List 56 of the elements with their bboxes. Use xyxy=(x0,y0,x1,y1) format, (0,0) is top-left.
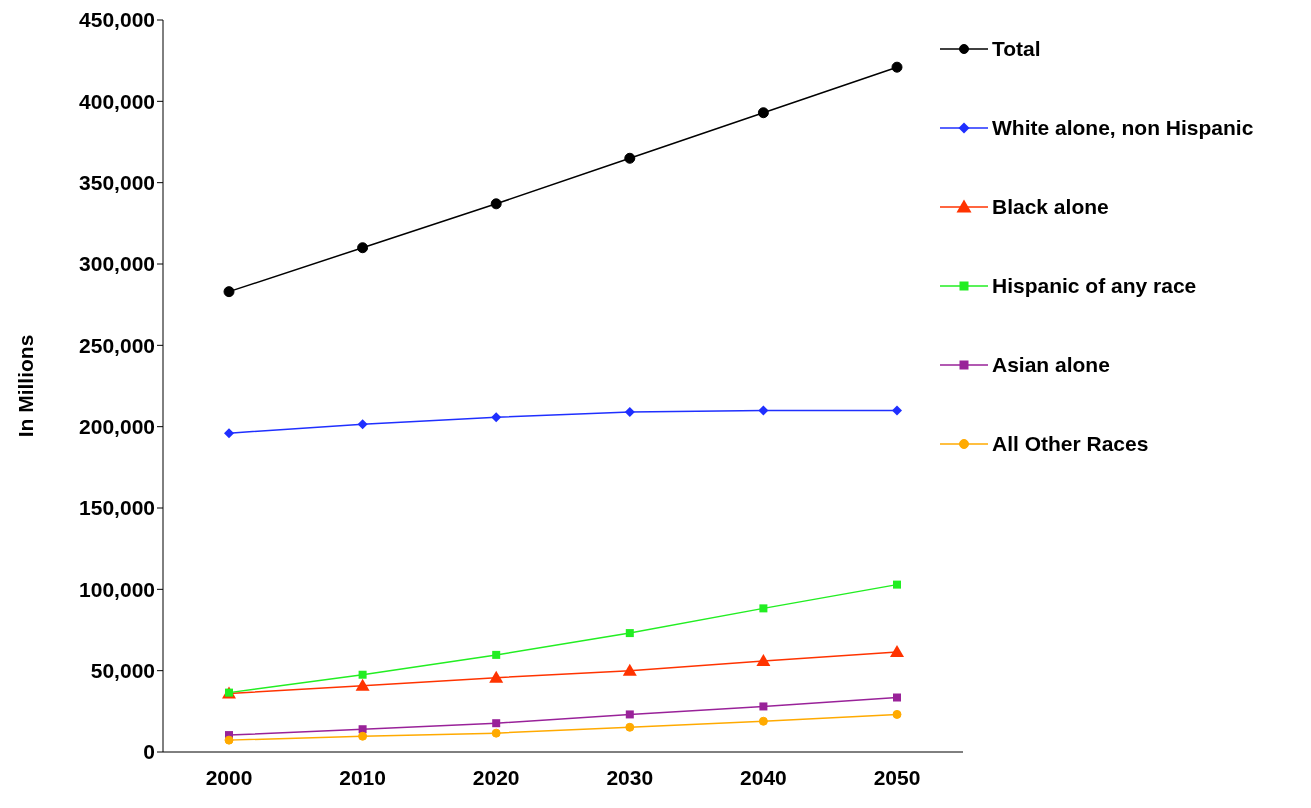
x-tick-label: 2030 xyxy=(606,765,654,789)
point xyxy=(892,709,902,719)
point xyxy=(624,152,636,164)
point xyxy=(890,644,904,657)
point xyxy=(624,407,635,418)
point xyxy=(491,728,501,738)
y-axis-title: In Millions xyxy=(14,334,38,438)
point xyxy=(893,693,901,702)
point xyxy=(358,731,368,741)
point xyxy=(492,719,501,728)
x-tick-label: 2000 xyxy=(205,765,253,789)
legend-label: Asian alone xyxy=(992,352,1110,377)
legend-label: Total xyxy=(992,36,1041,61)
point xyxy=(756,653,771,666)
point xyxy=(892,405,902,416)
y-tick-label: 200,000 xyxy=(79,415,155,439)
point xyxy=(492,650,501,659)
y-tick-label: 400,000 xyxy=(79,89,155,113)
y-tick-label: 100,000 xyxy=(79,577,155,601)
point xyxy=(758,405,769,416)
legend-label: Hispanic of any race xyxy=(992,273,1197,298)
y-tick-label: 300,000 xyxy=(79,252,155,276)
point xyxy=(622,663,637,676)
point xyxy=(491,412,502,423)
point xyxy=(358,725,367,734)
x-tick-label: 2010 xyxy=(339,765,386,789)
y-tick-label: 450,000 xyxy=(79,8,155,32)
point xyxy=(759,604,768,613)
point xyxy=(625,710,634,719)
point xyxy=(625,722,635,732)
point xyxy=(757,107,769,119)
legend-label: Black alone xyxy=(992,194,1109,219)
y-tick-label: 50,000 xyxy=(90,659,155,683)
point xyxy=(357,419,368,430)
point xyxy=(490,198,502,210)
point xyxy=(891,61,903,73)
point xyxy=(224,735,234,745)
point xyxy=(625,629,634,638)
point xyxy=(893,580,901,589)
y-tick-label: 0 xyxy=(143,740,155,764)
point xyxy=(358,670,367,679)
y-tick-label: 250,000 xyxy=(79,333,155,357)
point xyxy=(355,678,370,691)
y-tick-label: 150,000 xyxy=(79,496,155,520)
point xyxy=(223,286,235,298)
point xyxy=(758,716,768,726)
point xyxy=(489,670,504,683)
point xyxy=(759,702,768,711)
x-tick-label: 2020 xyxy=(472,765,520,789)
legend-label: All Other Races xyxy=(992,431,1149,456)
x-tick-label: 2040 xyxy=(740,765,787,789)
point xyxy=(224,428,234,439)
x-tick-label: 2050 xyxy=(873,765,921,789)
legend-label: White alone, non Hispanic xyxy=(992,115,1254,140)
point xyxy=(357,242,369,254)
y-tick-label: 350,000 xyxy=(79,171,155,195)
